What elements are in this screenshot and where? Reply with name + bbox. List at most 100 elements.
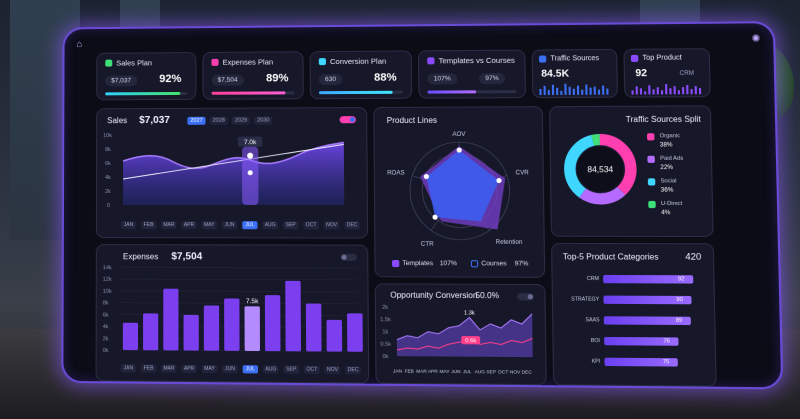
- year-tab-2027[interactable]: 2027: [187, 116, 206, 125]
- kpi-amount: $7,037: [105, 75, 138, 87]
- grid-line: [119, 291, 357, 292]
- kpi-progress: [427, 90, 477, 94]
- grid-line: [119, 267, 357, 268]
- month-tab-jan[interactable]: JAN: [120, 221, 137, 230]
- expenses-value: $7,504: [171, 251, 203, 263]
- legend-label: Organic: [659, 133, 681, 140]
- conversion-plan-icon: [318, 58, 326, 66]
- y-tick: 2k: [103, 336, 109, 342]
- legend-courses-value: 97%: [514, 260, 529, 268]
- month-tab-may[interactable]: MAY: [201, 221, 217, 230]
- legend-value: 22%: [660, 164, 674, 172]
- category-value: 89: [675, 317, 683, 324]
- expenses-toggle[interactable]: [340, 253, 357, 261]
- kpi-card-sales-plan[interactable]: Sales Plan $7,037 92%: [96, 52, 197, 101]
- month-tab-nov[interactable]: NOV: [324, 365, 341, 375]
- expenses-plan-icon: [211, 58, 219, 66]
- expense-bar-may[interactable]: [203, 305, 220, 351]
- month-tab-aug[interactable]: AUG: [263, 365, 279, 374]
- month-label-aug: AUG: [474, 369, 486, 375]
- expense-bar-jun[interactable]: [224, 298, 240, 351]
- month-label-oct: OCT: [498, 369, 509, 375]
- sales-toggle[interactable]: [339, 116, 356, 124]
- sales-callout-text: 7.0k: [244, 139, 257, 146]
- templates-courses-icon: [427, 57, 435, 65]
- sales-month-tabs: JAN FEB MAR APR MAY JUN JUL AUG SEP OCT NOV DEC: [97, 108, 366, 230]
- month-tab-sep[interactable]: SEP: [283, 365, 300, 374]
- kpi-percent: 97%: [479, 72, 506, 85]
- home-icon[interactable]: ⌂: [76, 39, 83, 50]
- legend-value: 36%: [660, 187, 674, 194]
- settings-sun-icon[interactable]: ✺: [751, 33, 761, 45]
- y-tick: 12k: [103, 277, 112, 283]
- month-tab-nov[interactable]: NOV: [323, 221, 340, 230]
- year-tab-2029[interactable]: 2029: [231, 116, 251, 125]
- radar-axis-label: ROAS: [387, 171, 405, 177]
- expense-callout: 7.5k: [246, 298, 259, 305]
- traffic-value: 84.5K: [541, 68, 570, 80]
- month-tab-feb[interactable]: FEB: [141, 221, 157, 230]
- y-tick: 4k: [103, 324, 109, 330]
- y-tick: 0.5k: [380, 342, 391, 348]
- year-tab-2028[interactable]: 2028: [209, 116, 229, 125]
- sales-line-chart: 10k 8k 6k 4k 2k 0 7.0k: [103, 133, 363, 209]
- product-lines-radar: AOV CVR Retention CTR ROAS: [387, 132, 530, 248]
- month-tab-oct[interactable]: OCT: [303, 221, 319, 230]
- month-tab-jul[interactable]: JUL: [242, 365, 259, 374]
- month-label-sep: SEP: [486, 369, 497, 375]
- y-tick: 6k: [103, 312, 109, 318]
- opportunity-percent: 50.0%: [475, 290, 500, 301]
- expenses-month-tabs: JAN FEB MAR APR MAY JUN JUL AUG SEP OCT NOV DEC: [97, 245, 367, 375]
- kpi-title: Expenses Plan: [222, 57, 274, 67]
- top-categories-title: Top-5 Product Categories: [562, 252, 659, 262]
- legend-label: Paid Ads: [660, 155, 684, 162]
- opportunity-toggle[interactable]: [517, 293, 535, 301]
- expense-bar-aug[interactable]: [264, 295, 281, 352]
- expense-bar-jul[interactable]: [244, 306, 260, 352]
- sales-chart-card: Sales $7,037 2027 2028 2029 2030 10k 8k …: [95, 107, 369, 239]
- radar-axis-label: AOV: [452, 132, 465, 138]
- month-tab-may[interactable]: MAY: [201, 364, 218, 374]
- expense-bar-oct[interactable]: [305, 303, 322, 352]
- month-tab-jul[interactable]: JUL: [242, 221, 258, 230]
- month-tab-aug[interactable]: AUG: [262, 221, 278, 230]
- product-lines-card: Product Lines AOV CVR Retention CTR ROAS: [373, 106, 546, 278]
- month-tab-oct[interactable]: OCT: [304, 365, 320, 374]
- month-tab-apr[interactable]: APR: [181, 364, 197, 373]
- month-tab-jun[interactable]: JUN: [222, 365, 238, 374]
- expense-bar-nov[interactable]: [326, 319, 343, 352]
- traffic-sources-card[interactable]: Traffic Sources 84.5K: [531, 48, 618, 99]
- month-tab-mar[interactable]: MAR: [161, 221, 177, 230]
- expense-bar-mar[interactable]: [163, 288, 179, 351]
- radar-axis-label: CVR: [516, 170, 530, 176]
- sales-highlight-point: [247, 152, 254, 159]
- expense-bar-jan[interactable]: [122, 322, 139, 351]
- y-tick: 2k: [382, 305, 388, 311]
- month-tab-jan[interactable]: JAN: [120, 364, 136, 373]
- kpi-card-expenses-plan[interactable]: Expenses Plan $7,504 89%: [202, 51, 304, 100]
- category-label: BOI: [590, 337, 600, 345]
- month-tab-sep[interactable]: SEP: [282, 221, 299, 230]
- month-tab-dec[interactable]: DEC: [344, 221, 360, 230]
- expense-bar-dec[interactable]: [347, 313, 363, 352]
- kpi-card-templates-vs-courses[interactable]: Templates vs Courses 107% 97%: [417, 49, 527, 99]
- month-tab-dec[interactable]: DEC: [345, 365, 361, 375]
- expense-bar-sep[interactable]: [285, 280, 301, 352]
- y-tick: 6k: [105, 161, 111, 167]
- month-tab-jun[interactable]: JUN: [221, 221, 238, 230]
- year-tab-2030[interactable]: 2030: [254, 116, 273, 125]
- legend-courses-swatch: [470, 260, 479, 268]
- kpi-card-conversion-plan[interactable]: Conversion Plan 630 88%: [309, 50, 413, 100]
- top-product-card[interactable]: Top Product 92 CRM: [623, 48, 711, 98]
- expense-bar-apr[interactable]: [183, 314, 199, 351]
- expense-bar-feb[interactable]: [143, 313, 159, 351]
- expenses-title: Expenses: [122, 252, 159, 262]
- opportunity-callout-low: 0.6k: [465, 338, 476, 344]
- month-tab-feb[interactable]: FEB: [141, 364, 157, 373]
- month-tab-apr[interactable]: APR: [181, 221, 197, 230]
- legend-value: 4%: [661, 210, 671, 217]
- kpi-title: Sales Plan: [116, 58, 153, 68]
- month-tab-mar[interactable]: MAR: [161, 364, 177, 373]
- category-label: CRM: [586, 275, 599, 283]
- y-tick: 14k: [103, 265, 112, 271]
